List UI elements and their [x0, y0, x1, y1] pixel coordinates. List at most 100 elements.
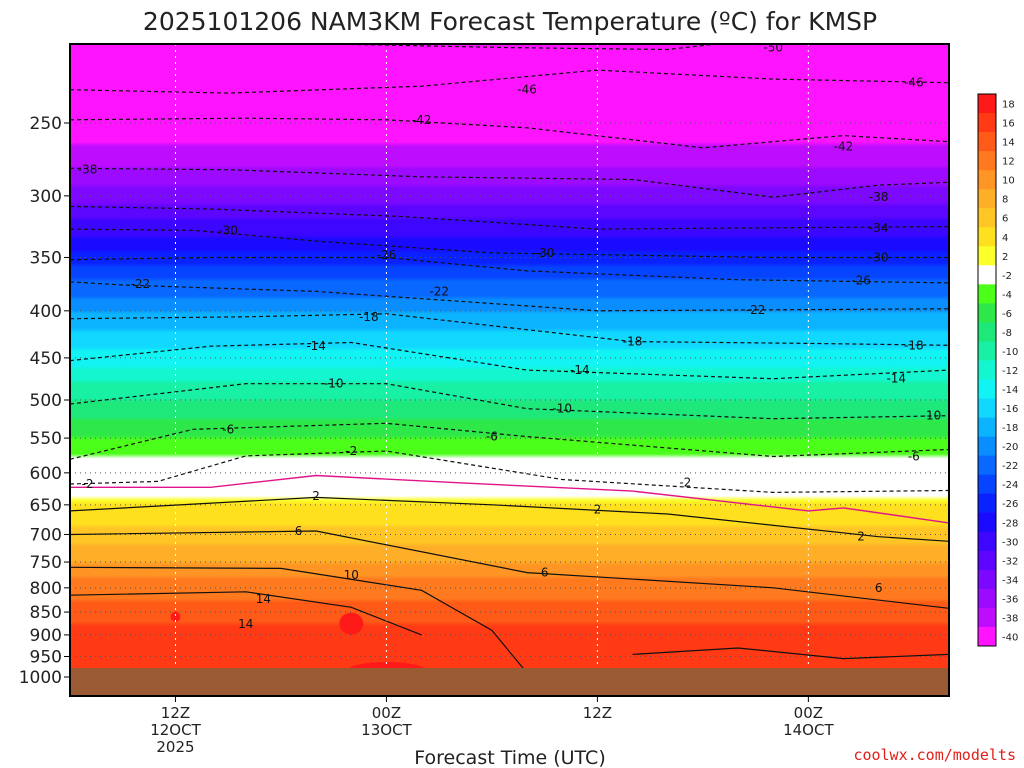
y-tick-label: 1000: [19, 668, 62, 688]
colorbar-label: 14: [1002, 138, 1015, 149]
colorbar-label: 6: [1002, 214, 1008, 225]
temperature-field: [70, 44, 949, 696]
contour-label: -50: [763, 41, 783, 55]
credit-link[interactable]: coolwx.com/modelts: [853, 746, 1016, 764]
y-tick-label: 900: [30, 626, 62, 646]
contour-label: -6: [908, 450, 920, 464]
colorbar-swatch: [978, 474, 996, 495]
contour-label: 2: [594, 503, 602, 517]
contour-label: -46: [904, 76, 924, 90]
x-tick-label: 13OCT: [361, 721, 412, 739]
colorbar-swatch: [978, 379, 996, 400]
contour-label: -2: [961, 483, 973, 497]
colorbar-label: -24: [1002, 480, 1018, 491]
y-tick-label: 250: [30, 114, 62, 134]
colorbar-swatch: [978, 151, 996, 171]
y-tick-label: 700: [30, 525, 62, 545]
contour-label: -10: [552, 402, 572, 416]
contour-label: -10: [922, 409, 942, 423]
colorbar-label: -20: [1002, 442, 1018, 453]
contour-label: -6: [222, 422, 234, 436]
colorbar-label: 12: [1002, 157, 1015, 168]
contour-line: [70, 383, 949, 420]
contour-label: -14: [306, 339, 326, 353]
colorbar-frame: [977, 93, 997, 647]
colorbar-swatch: [978, 94, 996, 114]
y-tick-label: 550: [30, 429, 62, 449]
contour-label: -30: [218, 223, 238, 237]
y-axis: 250 300 350 400 450 500 550 600 650 700 750 800 850 9…: [19, 114, 70, 688]
colorbar-label: -28: [1002, 518, 1018, 529]
x-tick-label: 12Z: [161, 704, 190, 722]
colorbar-swatch: [978, 170, 996, 190]
contour-line: [70, 117, 949, 149]
contour-label: -46: [517, 83, 537, 97]
colorbar-swatch: [978, 455, 996, 476]
contour-line: [632, 647, 949, 660]
contour-label: 6: [963, 646, 971, 660]
y-tick-label: 800: [30, 579, 62, 599]
contour-label: -10: [324, 377, 344, 391]
contour-label: 2: [312, 489, 320, 503]
contour-label: -6: [486, 430, 498, 444]
colorbar-swatch: [978, 246, 996, 266]
colorbar-label: -32: [1002, 556, 1018, 567]
y-tick-label: 300: [30, 187, 62, 207]
contour-line: [70, 496, 949, 542]
contour-label: -22: [429, 284, 449, 298]
contour-label: -2: [82, 477, 94, 491]
colorbar-label: -34: [1002, 575, 1018, 586]
colorbar-swatch: [978, 607, 996, 628]
plot-area: -50-46-46-42-42-38-38-34-30-30 -30-26-26-…: [70, 41, 973, 696]
colorbar-swatch: [978, 189, 996, 209]
contour-line: [70, 566, 528, 674]
contour-label: -30: [535, 246, 555, 260]
y-tick-label: 650: [30, 496, 62, 516]
contour-label: 14: [256, 592, 271, 606]
contour-label: 6: [295, 524, 303, 538]
colorbar-swatch: [978, 398, 996, 419]
x-axis-label: Forecast Time (UTC): [414, 747, 605, 768]
contour-line: [70, 256, 949, 284]
colorbar-label: 16: [1002, 119, 1015, 130]
colorbar-swatch: [978, 360, 996, 381]
colorbar-label: -22: [1002, 461, 1018, 472]
contour-line: [279, 44, 949, 51]
contour-line: [70, 530, 949, 609]
colorbar-label: 4: [1002, 233, 1008, 244]
colorbar-label: 2: [1002, 252, 1008, 263]
colorbar-label: -26: [1002, 499, 1018, 510]
colorbar-label: 10: [1002, 176, 1015, 187]
colorbar-swatch: [978, 284, 996, 304]
x-tick-label: 2025: [156, 738, 194, 756]
colorbar-swatch: [978, 113, 996, 133]
contour-label: -42: [412, 113, 432, 127]
x-tick-label: 12OCT: [150, 721, 201, 739]
plot-frame: [69, 43, 950, 697]
colorbar-swatch: [978, 303, 996, 323]
y-tick-label: 600: [30, 464, 62, 484]
colorbar-swatch: [978, 227, 996, 247]
colorbar-swatch: [978, 588, 996, 609]
colorbar-swatch: [978, 322, 996, 342]
contour-label: -26: [377, 248, 397, 262]
colorbar-swatch: [978, 265, 996, 285]
contour-label: -14: [886, 372, 906, 386]
y-tick-label: 750: [30, 553, 62, 573]
contour-label: -38: [78, 163, 98, 177]
y-tick-label: 350: [30, 248, 62, 268]
contour-label: 6: [541, 566, 549, 580]
colorbar-label: -38: [1002, 613, 1018, 624]
colorbar-swatch: [978, 531, 996, 552]
contour-label: -14: [570, 363, 590, 377]
freezing-line: [70, 474, 949, 524]
colorbar-label: -12: [1002, 366, 1018, 377]
colorbar-label: -2: [1002, 271, 1012, 282]
contour-label: -18: [623, 335, 643, 349]
colorbar-swatch: [978, 569, 996, 590]
colorbar-label: -30: [1002, 537, 1018, 548]
colorbar-swatch: [978, 493, 996, 514]
contour-label: -38: [869, 190, 889, 204]
